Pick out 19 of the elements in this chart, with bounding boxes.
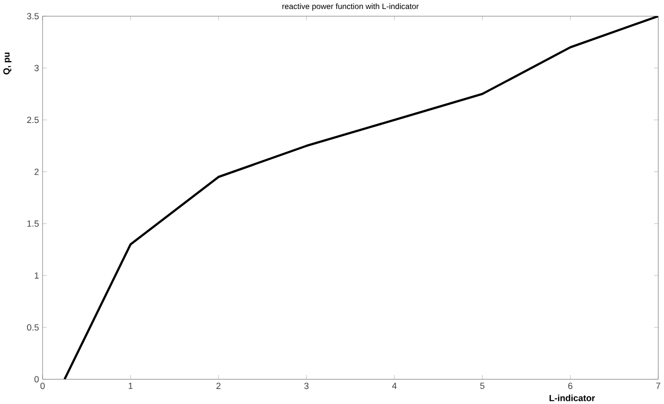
x-tick-label: 2 (216, 382, 221, 389)
y-tick-label: 0 (34, 376, 39, 382)
y-tick-label: 0.5 (27, 324, 39, 330)
line-series (63, 16, 658, 380)
x-tick-label: 1 (128, 382, 133, 389)
x-axis-title: L-indicator (550, 394, 595, 401)
x-tick-label: 3 (304, 382, 309, 389)
y-tick-label: 2.5 (27, 116, 39, 123)
x-tick-label: 0 (40, 382, 45, 389)
x-tick-label: 6 (568, 382, 572, 389)
x-tick-label: 4 (392, 382, 397, 389)
y-tick-label: 3.5 (27, 12, 39, 20)
x-tick-label: 5 (480, 382, 484, 389)
y-tick-label: 2 (34, 168, 39, 175)
y-axis-title: Q, pu (3, 52, 12, 74)
y-tick-label: 1 (34, 272, 39, 278)
y-tick-label: 1.5 (27, 220, 39, 227)
y-tick-label: 3 (34, 64, 39, 71)
x-tick-label: 7 (656, 382, 660, 389)
